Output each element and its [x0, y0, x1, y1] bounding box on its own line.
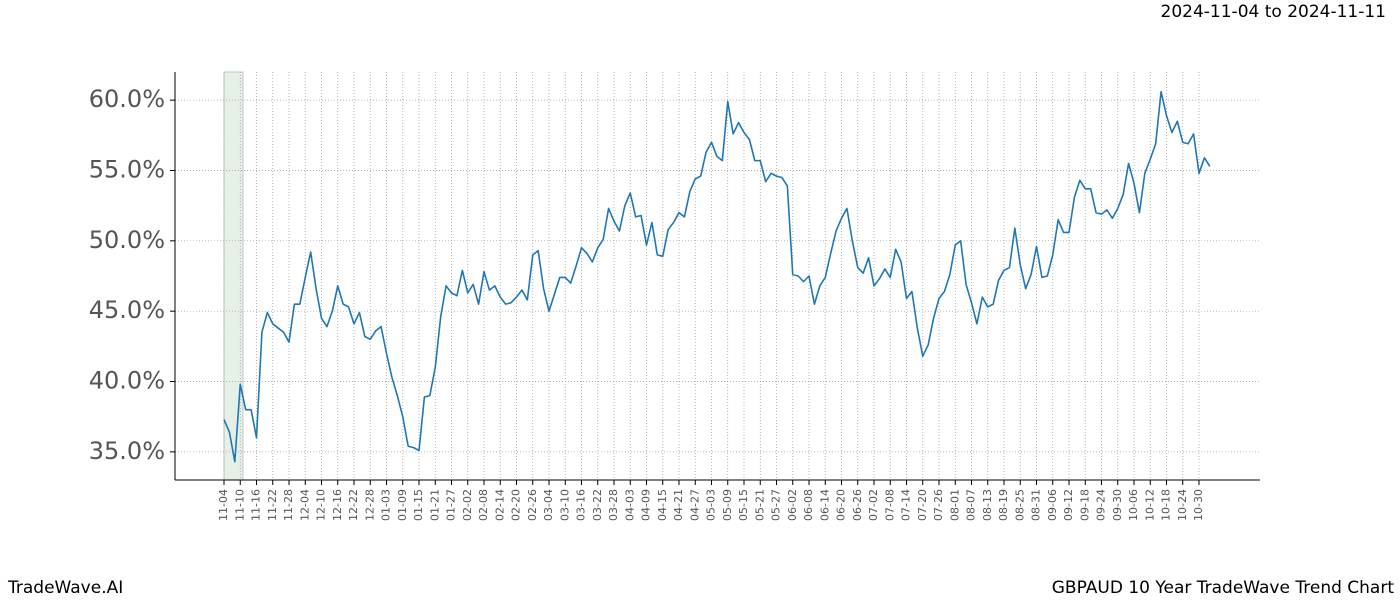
x-tick-label: 12-28	[363, 489, 376, 521]
x-tick-label: 05-09	[721, 489, 734, 521]
x-tick-label: 04-03	[623, 489, 636, 521]
x-tick-label: 04-21	[672, 489, 685, 521]
x-tick-label: 01-09	[396, 489, 409, 521]
x-tick-label: 12-16	[331, 489, 344, 521]
x-tick-label: 11-28	[282, 489, 295, 521]
x-tick-label: 09-12	[1062, 489, 1075, 521]
x-tick-label: 05-15	[737, 489, 750, 521]
x-tick-label: 12-10	[315, 489, 328, 521]
x-tick-label: 01-15	[412, 489, 425, 521]
x-tick-label: 03-28	[607, 489, 620, 521]
x-tick-label: 01-27	[445, 489, 458, 521]
x-tick-label: 03-10	[558, 489, 571, 521]
x-tick-label: 04-27	[688, 489, 701, 521]
x-tick-label: 10-18	[1160, 489, 1173, 521]
x-tick-label: 10-06	[1127, 489, 1140, 521]
x-tick-label: 07-02	[867, 489, 880, 521]
x-tick-label: 10-24	[1176, 489, 1189, 521]
x-tick-label: 12-22	[347, 489, 360, 521]
chart-title: GBPAUD 10 Year TradeWave Trend Chart	[1052, 578, 1395, 598]
x-tick-label: 01-03	[380, 489, 393, 521]
x-tick-label: 08-13	[981, 489, 994, 521]
brand: TradeWave.AI	[7, 578, 123, 598]
x-tick-label: 08-07	[965, 489, 978, 521]
x-tick-label: 04-09	[640, 489, 653, 521]
y-tick-label: 50.0%	[89, 226, 165, 254]
x-tick-label: 08-19	[997, 489, 1010, 521]
x-tick-label: 08-25	[1013, 489, 1026, 521]
y-tick-label: 40.0%	[89, 367, 165, 395]
x-tick-label: 05-27	[770, 489, 783, 521]
price-line	[223, 90, 1211, 463]
x-tick-label: 12-04	[298, 489, 311, 521]
y-tick-label: 45.0%	[89, 296, 165, 324]
x-tick-label: 11-22	[266, 489, 279, 521]
x-tick-label: 06-14	[818, 489, 831, 521]
x-tick-label: 11-16	[250, 489, 263, 521]
x-tick-label: 02-14	[493, 489, 506, 521]
x-tick-label: 07-08	[883, 489, 896, 521]
x-tick-label: 11-04	[217, 489, 230, 521]
y-tick-label: 35.0%	[89, 437, 165, 465]
x-tick-label: 09-18	[1078, 489, 1091, 521]
x-tick-label: 09-24	[1095, 489, 1108, 521]
date-range: 2024-11-04 to 2024-11-11	[1161, 2, 1386, 22]
y-tick-label: 60.0%	[89, 85, 165, 113]
x-tick-label: 07-20	[916, 489, 929, 521]
y-tick-label: 55.0%	[89, 155, 165, 183]
x-tick-label: 08-01	[948, 489, 961, 521]
x-tick-label: 02-26	[526, 489, 539, 521]
x-tick-label: 09-30	[1111, 489, 1124, 521]
x-tick-label: 07-14	[900, 489, 913, 521]
x-tick-label: 02-08	[477, 489, 490, 521]
x-tick-label: 06-08	[802, 489, 815, 521]
x-tick-label: 11-10	[233, 489, 246, 521]
x-tick-label: 06-02	[786, 489, 799, 521]
x-tick-label: 03-16	[575, 489, 588, 521]
x-tick-label: 08-31	[1030, 489, 1043, 521]
x-tick-label: 10-12	[1143, 489, 1156, 521]
x-tick-label: 01-21	[428, 489, 441, 521]
x-tick-label: 10-30	[1192, 489, 1205, 521]
x-tick-label: 05-21	[753, 489, 766, 521]
x-tick-label: 04-15	[656, 489, 669, 521]
x-tick-label: 06-20	[835, 489, 848, 521]
x-tick-label: 02-02	[461, 489, 474, 521]
x-tick-label: 03-04	[542, 489, 555, 521]
x-tick-label: 06-26	[851, 489, 864, 521]
x-tick-label: 09-06	[1046, 489, 1059, 521]
x-tick-label: 03-22	[591, 489, 604, 521]
x-tick-label: 07-26	[932, 489, 945, 521]
x-tick-label: 02-20	[510, 489, 523, 521]
x-tick-label: 05-03	[705, 489, 718, 521]
